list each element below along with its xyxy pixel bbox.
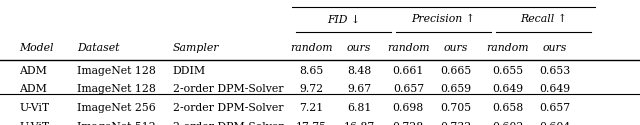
Text: ADM: ADM <box>19 66 47 76</box>
Text: ImageNet 128: ImageNet 128 <box>77 66 156 76</box>
Text: 0.698: 0.698 <box>393 103 424 113</box>
Text: FID ↓: FID ↓ <box>327 14 360 24</box>
Text: ImageNet 512: ImageNet 512 <box>77 122 156 125</box>
Text: 6.81: 6.81 <box>347 103 371 113</box>
Text: Model: Model <box>19 43 54 53</box>
Text: 2-order DPM-Solver: 2-order DPM-Solver <box>173 84 284 94</box>
Text: ImageNet 128: ImageNet 128 <box>77 84 156 94</box>
Text: Dataset: Dataset <box>77 43 119 53</box>
Text: 0.602: 0.602 <box>492 122 524 125</box>
Text: 0.659: 0.659 <box>440 84 471 94</box>
Text: 17.75: 17.75 <box>296 122 327 125</box>
Text: 2-order DPM-Solver: 2-order DPM-Solver <box>173 122 284 125</box>
Text: DDIM: DDIM <box>173 66 206 76</box>
Text: random: random <box>387 43 429 53</box>
Text: U-ViT: U-ViT <box>19 103 49 113</box>
Text: U-ViT: U-ViT <box>19 122 49 125</box>
Text: 0.657: 0.657 <box>393 84 424 94</box>
Text: ours: ours <box>444 43 468 53</box>
Text: 2-order DPM-Solver: 2-order DPM-Solver <box>173 103 284 113</box>
Text: 8.48: 8.48 <box>347 66 371 76</box>
Text: Recall ↑: Recall ↑ <box>520 14 567 24</box>
Text: random: random <box>291 43 333 53</box>
Text: 0.649: 0.649 <box>492 84 523 94</box>
Text: 0.653: 0.653 <box>540 66 570 76</box>
Text: 9.67: 9.67 <box>347 84 371 94</box>
Text: Sampler: Sampler <box>173 43 220 53</box>
Text: ours: ours <box>543 43 567 53</box>
Text: 0.728: 0.728 <box>393 122 424 125</box>
Text: 7.21: 7.21 <box>300 103 324 113</box>
Text: Precision ↑: Precision ↑ <box>412 14 476 24</box>
Text: 0.649: 0.649 <box>540 84 570 94</box>
Text: random: random <box>486 43 529 53</box>
Text: 0.665: 0.665 <box>440 66 471 76</box>
Text: 8.65: 8.65 <box>300 66 324 76</box>
Text: 0.604: 0.604 <box>540 122 570 125</box>
Text: 9.72: 9.72 <box>300 84 324 94</box>
Text: ADM: ADM <box>19 84 47 94</box>
Text: 0.661: 0.661 <box>392 66 424 76</box>
Text: ours: ours <box>347 43 371 53</box>
Text: 16.87: 16.87 <box>344 122 374 125</box>
Text: 0.658: 0.658 <box>492 103 523 113</box>
Text: ImageNet 256: ImageNet 256 <box>77 103 156 113</box>
Text: 0.655: 0.655 <box>492 66 523 76</box>
Text: 0.705: 0.705 <box>440 103 471 113</box>
Text: 0.732: 0.732 <box>440 122 471 125</box>
Text: 0.657: 0.657 <box>540 103 570 113</box>
